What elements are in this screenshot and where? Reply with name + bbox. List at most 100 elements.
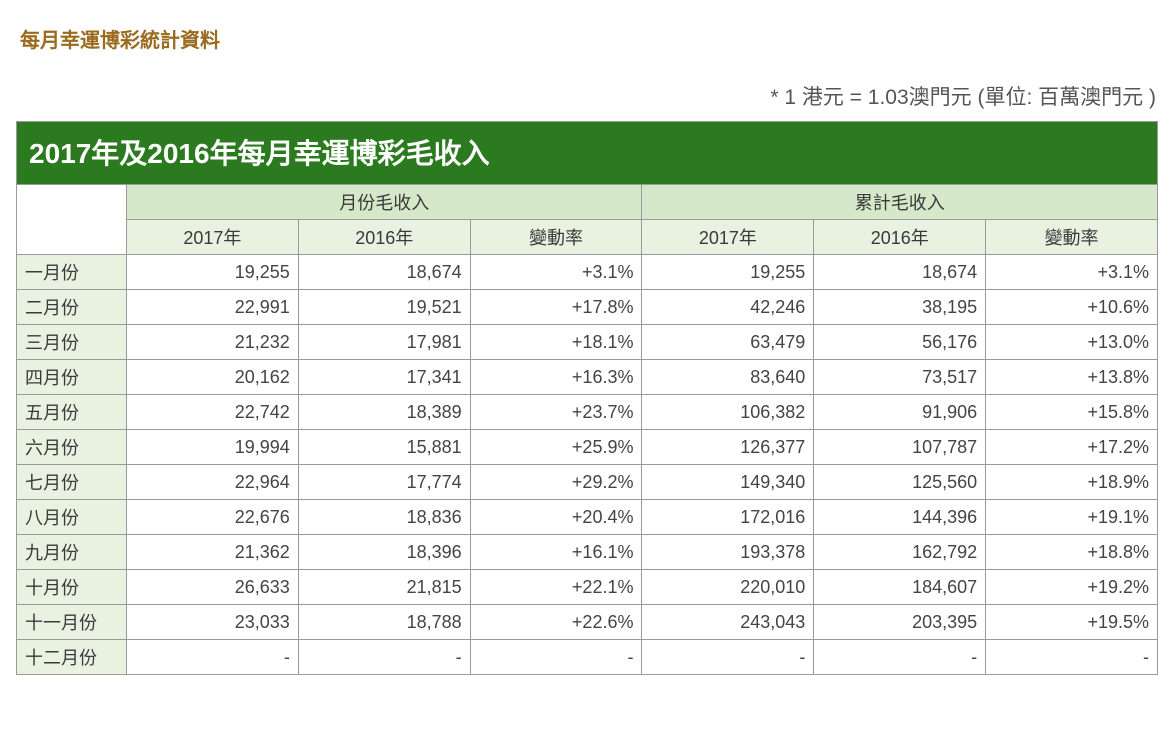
value-cell: 107,787 [814,430,986,465]
value-cell: 56,176 [814,325,986,360]
value-cell: +17.8% [470,290,642,325]
value-cell: +13.8% [986,360,1158,395]
table-row: 七月份22,96417,774+29.2%149,340125,560+18.9… [17,465,1158,500]
group-header-cumulative: 累計毛收入 [642,185,1158,220]
value-cell: 73,517 [814,360,986,395]
month-cell: 八月份 [17,500,127,535]
value-cell: +20.4% [470,500,642,535]
value-cell: 19,255 [127,255,299,290]
value-cell: +25.9% [470,430,642,465]
unit-note: * 1 港元 = 1.03澳門元 (單位: 百萬澳門元 ) [16,81,1158,111]
value-cell: 21,815 [298,570,470,605]
value-cell: +22.1% [470,570,642,605]
value-cell: 126,377 [642,430,814,465]
table-row: 十月份26,63321,815+22.1%220,010184,607+19.2… [17,570,1158,605]
value-cell: 172,016 [642,500,814,535]
page-title: 每月幸運博彩統計資料 [20,24,1158,53]
value-cell: - [986,640,1158,675]
value-cell: 17,981 [298,325,470,360]
value-cell: +29.2% [470,465,642,500]
value-cell: - [642,640,814,675]
month-cell: 五月份 [17,395,127,430]
value-cell: +3.1% [470,255,642,290]
value-cell: 203,395 [814,605,986,640]
value-cell: 22,991 [127,290,299,325]
value-cell: 220,010 [642,570,814,605]
value-cell: +18.1% [470,325,642,360]
month-cell: 十二月份 [17,640,127,675]
table-row: 三月份21,23217,981+18.1%63,47956,176+13.0% [17,325,1158,360]
value-cell: +15.8% [986,395,1158,430]
value-cell: +10.6% [986,290,1158,325]
value-cell: 21,232 [127,325,299,360]
value-cell: 21,362 [127,535,299,570]
value-cell: 18,674 [298,255,470,290]
value-cell: 243,043 [642,605,814,640]
value-cell: 18,396 [298,535,470,570]
value-cell: 63,479 [642,325,814,360]
value-cell: 83,640 [642,360,814,395]
value-cell: +19.2% [986,570,1158,605]
month-cell: 二月份 [17,290,127,325]
value-cell: 18,674 [814,255,986,290]
value-cell: 17,341 [298,360,470,395]
table-row: 二月份22,99119,521+17.8%42,24638,195+10.6% [17,290,1158,325]
value-cell: +19.1% [986,500,1158,535]
month-cell: 十一月份 [17,605,127,640]
value-cell: - [298,640,470,675]
value-cell: +23.7% [470,395,642,430]
value-cell: 18,389 [298,395,470,430]
table-row: 八月份22,67618,836+20.4%172,016144,396+19.1… [17,500,1158,535]
month-cell: 九月份 [17,535,127,570]
sub-header: 2016年 [298,220,470,255]
month-cell: 七月份 [17,465,127,500]
sub-header: 2017年 [642,220,814,255]
value-cell: 20,162 [127,360,299,395]
value-cell: +3.1% [986,255,1158,290]
value-cell: 19,521 [298,290,470,325]
value-cell: 19,255 [642,255,814,290]
table-row: 四月份20,16217,341+16.3%83,64073,517+13.8% [17,360,1158,395]
value-cell: +22.6% [470,605,642,640]
sub-header: 2016年 [814,220,986,255]
value-cell: +13.0% [986,325,1158,360]
value-cell: 91,906 [814,395,986,430]
value-cell: +19.5% [986,605,1158,640]
value-cell: +18.8% [986,535,1158,570]
value-cell: 19,994 [127,430,299,465]
month-cell: 一月份 [17,255,127,290]
value-cell: 18,788 [298,605,470,640]
month-cell: 三月份 [17,325,127,360]
sub-header: 2017年 [127,220,299,255]
value-cell: 17,774 [298,465,470,500]
value-cell: +16.3% [470,360,642,395]
value-cell: 26,633 [127,570,299,605]
value-cell: 15,881 [298,430,470,465]
value-cell: 149,340 [642,465,814,500]
value-cell: 125,560 [814,465,986,500]
value-cell: 162,792 [814,535,986,570]
value-cell: +16.1% [470,535,642,570]
value-cell: 18,836 [298,500,470,535]
month-cell: 六月份 [17,430,127,465]
value-cell: 193,378 [642,535,814,570]
value-cell: 144,396 [814,500,986,535]
value-cell: - [470,640,642,675]
table-row: 五月份22,74218,389+23.7%106,38291,906+15.8% [17,395,1158,430]
value-cell: +17.2% [986,430,1158,465]
table-banner: 2017年及2016年每月幸運博彩毛收入 [17,122,1158,185]
month-cell: 十月份 [17,570,127,605]
corner-cell [17,185,127,255]
month-cell: 四月份 [17,360,127,395]
sub-header: 變動率 [986,220,1158,255]
value-cell: 42,246 [642,290,814,325]
table-row: 一月份19,25518,674+3.1%19,25518,674+3.1% [17,255,1158,290]
value-cell: 22,742 [127,395,299,430]
value-cell: 22,964 [127,465,299,500]
sub-header: 變動率 [470,220,642,255]
table-row: 六月份19,99415,881+25.9%126,377107,787+17.2… [17,430,1158,465]
value-cell: 106,382 [642,395,814,430]
group-header-monthly: 月份毛收入 [127,185,642,220]
value-cell: 22,676 [127,500,299,535]
value-cell: 38,195 [814,290,986,325]
